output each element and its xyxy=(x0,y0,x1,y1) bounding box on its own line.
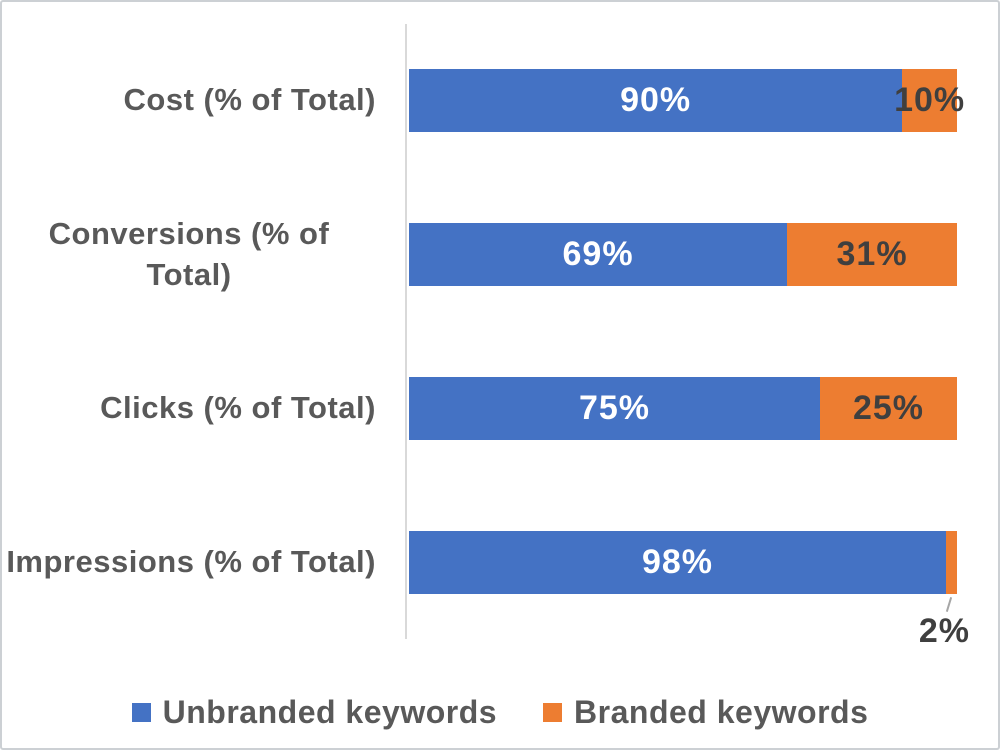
category-label: Cost (% of Total) xyxy=(123,82,376,118)
bar-segment-unbranded: 90% xyxy=(409,69,903,133)
bar-row: Conversions (% of Total) 69% 31% xyxy=(2,178,998,332)
category-label-cell: Clicks (% of Total) xyxy=(2,388,406,429)
bar-segment-unbranded: 98% xyxy=(409,530,947,594)
bar-segment-branded: 10% xyxy=(894,69,964,133)
bar-segment-unbranded: 75% xyxy=(409,376,820,440)
category-label-cell: Impressions (% of Total) xyxy=(2,542,406,583)
legend-swatch-branded xyxy=(543,703,563,722)
category-label: Impressions (% of Total) xyxy=(6,543,376,579)
bar-row: Impressions (% of Total) 98% 2%2% xyxy=(2,485,998,650)
bar-track: 98% 2%2% xyxy=(409,530,969,650)
callout-leader-line xyxy=(945,596,953,612)
chart-legend: Unbranded keywords Branded keywords xyxy=(2,694,998,731)
data-label: 25% xyxy=(852,388,925,427)
bar-row: Cost (% of Total) 90% 10% xyxy=(2,24,998,178)
bar-track: 69% 31% xyxy=(409,223,957,287)
legend-label-unbranded: Unbranded keywords xyxy=(162,694,498,730)
callout-data-label: 2% xyxy=(918,611,970,650)
legend-label-branded: Branded keywords xyxy=(574,694,869,730)
data-label: 69% xyxy=(562,235,634,274)
category-label-cell: Cost (% of Total) xyxy=(2,80,406,121)
data-label: 75% xyxy=(578,388,651,427)
bar-row: Clicks (% of Total) 75% 25% xyxy=(2,332,998,486)
data-label: 31% xyxy=(836,235,908,274)
category-label-cell: Conversions (% of Total) xyxy=(2,214,406,296)
category-label: Conversions (% of Total) xyxy=(48,215,330,292)
legend-item-unbranded: Unbranded keywords xyxy=(131,694,498,731)
bar-segment-branded: 25% xyxy=(820,376,957,440)
data-label: 10% xyxy=(894,81,966,120)
category-axis-line xyxy=(405,24,407,639)
bar-segment-unbranded: 69% xyxy=(409,223,788,287)
legend-swatch-unbranded xyxy=(131,703,151,722)
bar-track: 75% 25% xyxy=(409,376,957,440)
legend-item-branded: Branded keywords xyxy=(543,694,868,731)
bar-segment-branded: 2%2% xyxy=(919,530,969,650)
bar-track: 90% 10% xyxy=(409,69,964,133)
category-label: Clicks (% of Total) xyxy=(100,389,376,425)
bar-segment-branded: 31% xyxy=(787,223,957,287)
data-label: 98% xyxy=(641,542,714,581)
data-label: 90% xyxy=(620,81,692,120)
plot-rows: Cost (% of Total) 90% 10% Conversions (% of… xyxy=(2,24,998,650)
plot-area: Cost (% of Total) 90% 10% Conversions (% of… xyxy=(2,2,998,662)
